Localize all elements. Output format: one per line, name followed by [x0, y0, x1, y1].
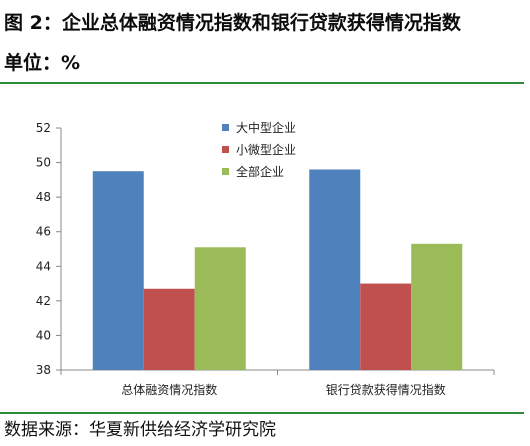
legend-label: 小微型企业	[236, 142, 296, 157]
y-tick-label: 46	[36, 225, 51, 239]
y-tick-label: 42	[36, 294, 51, 308]
y-tick-label: 52	[36, 121, 51, 135]
source-note: 数据来源：华夏新供给经济学研究院	[4, 420, 276, 440]
x-category-label: 总体融资情况指数	[121, 382, 217, 397]
legend-label: 全部企业	[236, 164, 284, 179]
bar	[194, 247, 246, 370]
y-tick-label: 40	[36, 328, 51, 342]
bar	[411, 243, 463, 370]
x-category-label: 银行贷款获得情况指数	[326, 382, 446, 397]
x-axis: 总体融资情况指数 银行贷款获得情况指数	[60, 369, 495, 397]
bars-group	[92, 169, 463, 370]
bar	[309, 169, 361, 370]
unit-label: 单位：%	[4, 52, 81, 74]
figure-title: 图 2：企业总体融资情况指数和银行贷款获得情况指数	[4, 12, 461, 34]
y-tick-label: 50	[36, 156, 51, 170]
bar	[360, 283, 412, 370]
bar	[143, 288, 195, 370]
y-tick-label: 38	[36, 363, 51, 377]
legend-swatch	[222, 124, 229, 131]
bottom-rule	[0, 412, 524, 414]
y-tick-label: 44	[36, 259, 51, 273]
bar	[92, 171, 144, 370]
y-tick-label: 48	[36, 190, 51, 204]
legend-swatch	[222, 146, 229, 153]
legend-label: 大中型企业	[236, 120, 296, 135]
y-axis: 38 40 42 44 46 48 50 52	[36, 121, 62, 377]
top-rule	[0, 82, 524, 84]
legend-swatch	[222, 168, 229, 175]
